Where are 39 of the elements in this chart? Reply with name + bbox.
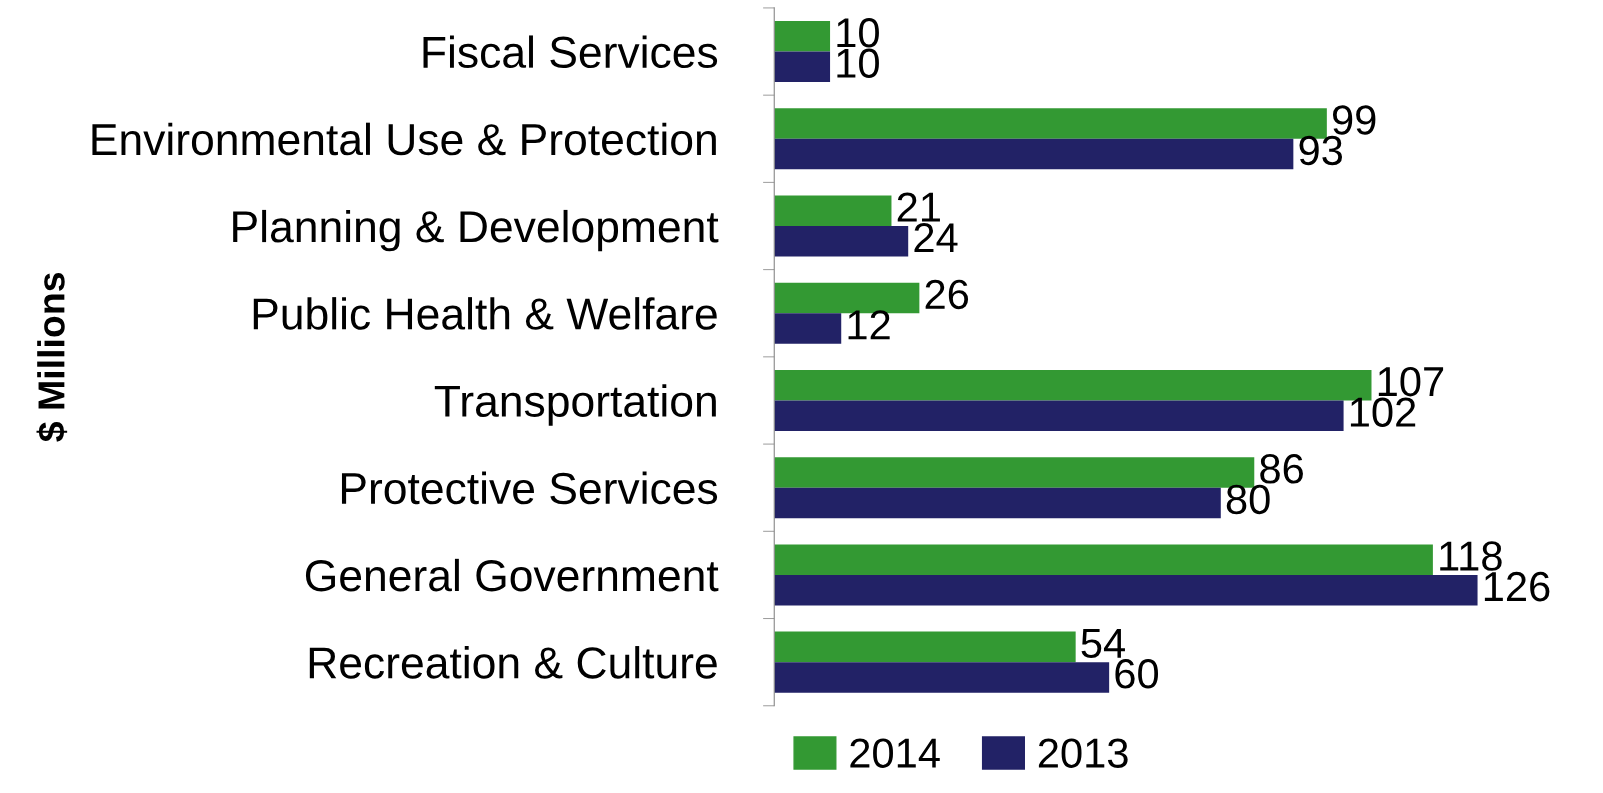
y-axis-title: $ Millions: [36, 272, 68, 442]
y-tick-label: Public Health & Welfare: [253, 297, 717, 330]
data-label: 10: [837, 48, 879, 78]
data-label: 54: [1081, 629, 1125, 659]
legend-label: 2013: [1038, 738, 1128, 768]
bar: [774, 631, 1076, 663]
data-label: 24: [914, 222, 958, 253]
y-tick-label: Protective Services: [341, 471, 718, 505]
bar: [774, 574, 1478, 606]
bar: [774, 487, 1221, 519]
bar: [774, 313, 842, 344]
y-tick-label: Fiscal Services: [423, 35, 718, 69]
bar: [774, 226, 909, 257]
bar: [774, 195, 892, 226]
y-tick-label: Planning & Development: [233, 209, 719, 252]
data-label: 60: [1115, 659, 1159, 689]
data-label: 102: [1350, 397, 1416, 427]
y-tick-label: Environmental Use & Protection: [92, 122, 716, 156]
y-tick-label: Recreation & Culture: [309, 646, 717, 679]
bar: [774, 662, 1110, 693]
data-label: 107: [1378, 366, 1444, 397]
data-label: 26: [925, 279, 969, 310]
bar: [774, 51, 831, 83]
legend-label: 2014: [850, 738, 940, 768]
data-label: 86: [1260, 454, 1303, 484]
bar: [774, 544, 1433, 575]
bar: [774, 21, 831, 52]
data-label: 118: [1440, 541, 1502, 571]
bar: [774, 400, 1344, 431]
y-tick-label: Transportation: [434, 384, 716, 426]
data-label: 80: [1226, 484, 1270, 515]
y-tick-label: General Government: [305, 558, 719, 592]
data-label: 12: [848, 310, 890, 340]
data-label: 126: [1484, 571, 1550, 602]
data-label: 93: [1299, 135, 1343, 166]
data-label: 21: [897, 192, 940, 222]
data-label: 10: [837, 17, 879, 48]
data-label: 99: [1332, 105, 1376, 135]
bar: [774, 138, 1294, 170]
